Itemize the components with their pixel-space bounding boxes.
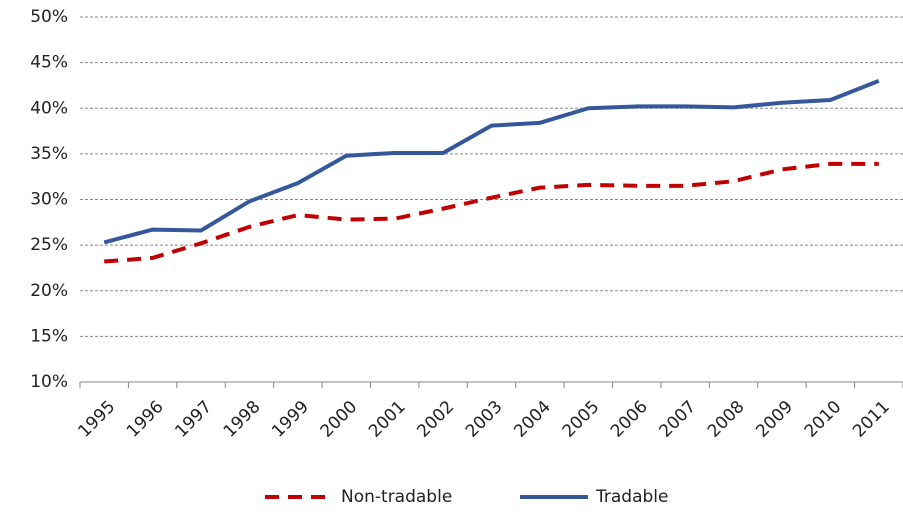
y-tick-label: 10%: [30, 372, 68, 392]
x-tick-label: 2009: [752, 397, 797, 442]
x-tick-label: 2000: [317, 397, 362, 442]
x-tick-label: 2005: [559, 397, 604, 442]
x-tick-label: 1995: [75, 397, 120, 442]
x-tick-label: 2010: [801, 397, 846, 442]
y-tick-label: 50%: [30, 7, 68, 27]
x-tick-label: 2003: [462, 397, 507, 442]
y-tick-label: 20%: [30, 281, 68, 301]
y-tick-label: 40%: [30, 98, 68, 118]
x-tick-label: 2006: [607, 397, 652, 442]
series-line: [103, 79, 880, 245]
x-tick-label: 1996: [123, 397, 168, 442]
legend-label: Tradable: [595, 487, 668, 507]
y-tick-label: 45%: [30, 53, 68, 73]
series-line: [104, 161, 879, 264]
x-tick-label: 1998: [220, 397, 265, 442]
x-tick-label: 1997: [171, 397, 216, 442]
y-tick-label: 15%: [30, 326, 68, 346]
x-tick-label: 2007: [655, 397, 700, 442]
x-tick-label: 2002: [413, 397, 458, 442]
x-tick-label: 2001: [365, 397, 410, 442]
y-tick-label: 25%: [30, 235, 68, 255]
x-tick-label: 1999: [268, 397, 313, 442]
x-tick-label: 2004: [510, 397, 555, 442]
y-tick-label: 30%: [30, 190, 68, 210]
y-tick-label: 35%: [30, 144, 68, 164]
x-tick-label: 2011: [849, 397, 894, 442]
x-tick-label: 2008: [704, 397, 749, 442]
legend-label: Non-tradable: [341, 487, 452, 507]
